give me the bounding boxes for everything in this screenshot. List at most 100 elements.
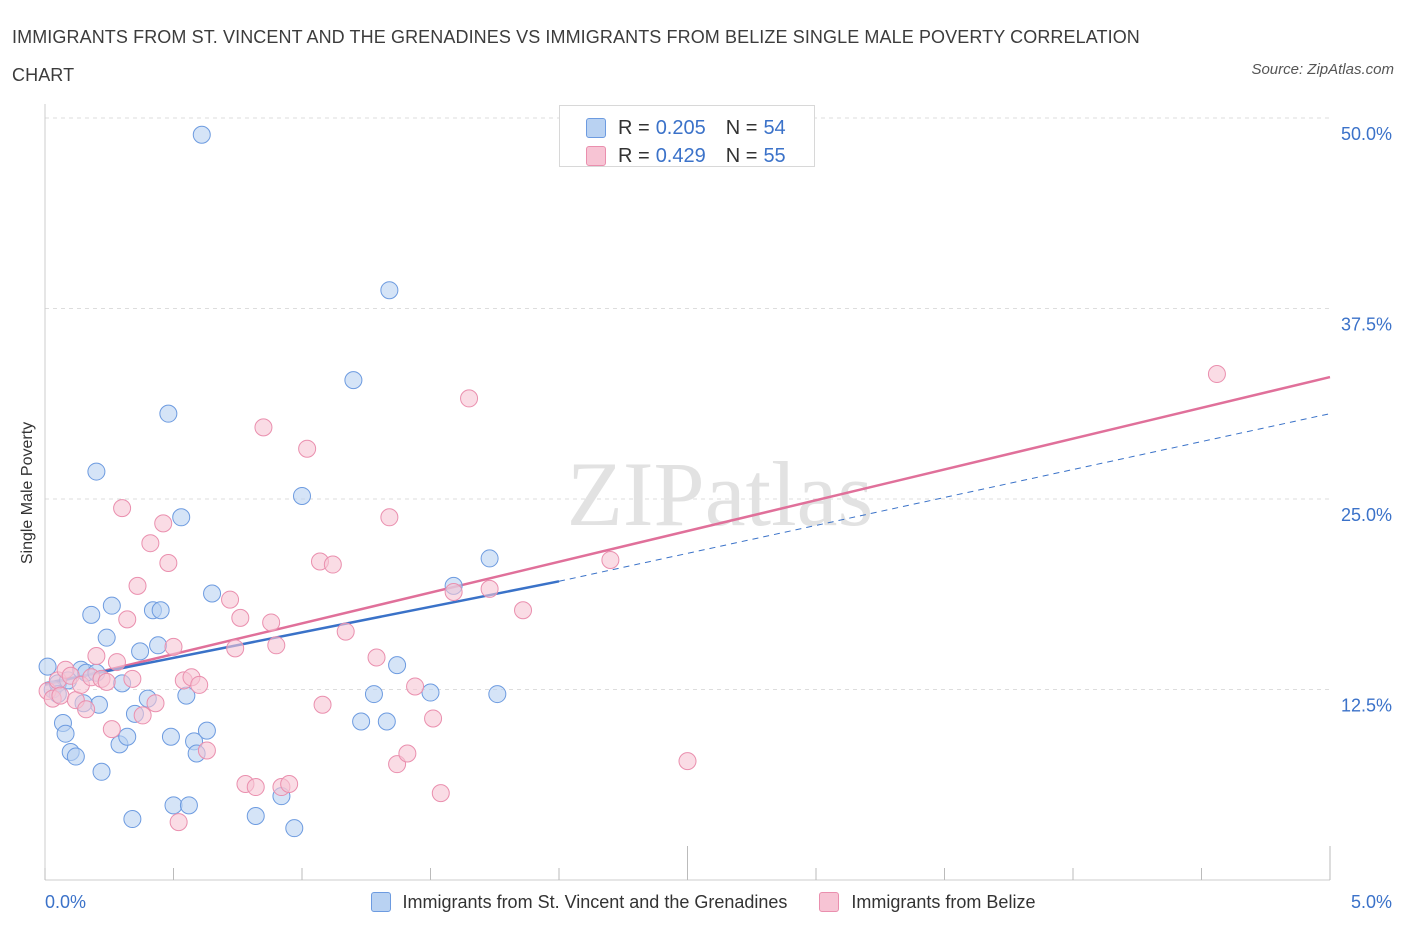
- data-point-pink: [221, 590, 240, 609]
- blue-swatch: [586, 118, 606, 138]
- data-point-pink: [164, 637, 183, 656]
- data-point-pink: [406, 677, 425, 696]
- data-point-blue: [131, 642, 150, 661]
- data-point-blue: [179, 796, 198, 815]
- data-point-blue: [159, 404, 178, 423]
- axes: [44, 104, 1331, 881]
- watermark: ZIPatlas: [567, 443, 874, 545]
- source-label: Source: ZipAtlas.com: [1251, 61, 1394, 78]
- n-value: 54: [763, 116, 786, 139]
- data-point-blue: [380, 281, 399, 300]
- data-point-pink: [51, 686, 70, 705]
- data-point-blue: [203, 584, 222, 603]
- data-point-blue: [421, 683, 440, 702]
- n-label: N =: [725, 116, 758, 139]
- data-point-blue: [197, 721, 216, 740]
- data-point-pink: [141, 534, 160, 553]
- data-point-blue: [164, 796, 183, 815]
- data-point-blue: [364, 685, 383, 704]
- x-tick-label: 0.0%: [45, 892, 86, 912]
- data-point-pink: [678, 752, 697, 771]
- y-tick-label: 50.0%: [1341, 124, 1392, 144]
- data-point-blue: [92, 762, 111, 781]
- data-point-pink: [97, 672, 116, 691]
- data-point-pink: [323, 555, 342, 574]
- data-point-blue: [151, 601, 170, 620]
- data-point-pink: [480, 579, 499, 598]
- data-point-pink: [398, 744, 417, 763]
- stats-row-blue: R = 0.205 N = 54: [586, 114, 786, 142]
- data-point-pink: [380, 508, 399, 527]
- legend-label: Immigrants from Belize: [851, 891, 1036, 912]
- data-point-blue: [388, 656, 407, 675]
- data-point-blue: [344, 371, 363, 390]
- data-point-blue: [66, 747, 85, 766]
- data-point-blue: [480, 549, 499, 568]
- data-point-blue: [38, 657, 57, 676]
- data-point-blue: [246, 806, 265, 825]
- pink-swatch: [586, 146, 606, 166]
- data-point-pink: [444, 582, 463, 601]
- trend-line-blue: [44, 580, 560, 685]
- data-point-pink: [118, 610, 137, 629]
- data-point-pink: [102, 720, 121, 739]
- chart-title: IMMIGRANTS FROM ST. VINCENT AND THE GREN…: [12, 27, 1140, 85]
- stats-legend: R = 0.205 N = 54 R = 0.429 N = 55: [559, 105, 815, 167]
- data-point-pink: [231, 608, 250, 627]
- trend-lines: [44, 375, 1331, 687]
- data-point-pink: [77, 700, 96, 719]
- data-point-pink: [123, 669, 142, 688]
- data-point-blue: [87, 462, 106, 481]
- data-point-blue: [118, 727, 137, 746]
- data-point-pink: [159, 554, 178, 573]
- legend-label: Immigrants from St. Vincent and the Gren…: [402, 891, 788, 912]
- data-point-blue: [97, 628, 116, 647]
- r-value: 0.205: [655, 116, 706, 139]
- data-point-blue: [161, 727, 180, 746]
- data-point-pink: [298, 439, 317, 458]
- trend-line-pink: [44, 375, 1331, 687]
- data-point-blue: [285, 819, 304, 838]
- data-point-pink: [146, 694, 165, 713]
- data-point-blue: [123, 810, 142, 829]
- x-tick-label: 5.0%: [1351, 892, 1392, 912]
- r-value: 0.429: [655, 144, 706, 167]
- n-value: 55: [763, 144, 786, 167]
- data-point-blue: [56, 724, 75, 743]
- pink-swatch: [819, 892, 840, 912]
- r-label: R =: [618, 144, 650, 167]
- data-point-blue: [102, 596, 121, 615]
- data-point-pink: [190, 675, 209, 694]
- data-point-pink: [133, 706, 152, 725]
- data-point-pink: [154, 514, 173, 533]
- series-legend: Immigrants from St. Vincent and the Gren…: [0, 888, 1406, 916]
- legend-item-pink[interactable]: Immigrants from Belize: [819, 892, 1035, 913]
- data-point-blue: [82, 605, 101, 624]
- data-point-pink: [226, 639, 245, 658]
- stats-row-pink: R = 0.429 N = 55: [586, 142, 786, 170]
- legend-item-blue[interactable]: Immigrants from St. Vincent and the Gren…: [370, 891, 788, 913]
- data-point-pink: [431, 784, 450, 803]
- data-point-blue: [192, 125, 211, 144]
- data-point-pink: [1207, 365, 1226, 384]
- tick-labels: 12.5% 25.0% 37.5% 50.0% 0.0% 5.0%: [45, 124, 1392, 912]
- data-point-pink: [424, 709, 443, 728]
- data-point-pink: [313, 695, 332, 714]
- data-point-pink: [254, 418, 273, 437]
- data-point-blue: [149, 636, 168, 655]
- data-point-pink: [169, 813, 188, 832]
- data-point-pink: [267, 636, 286, 655]
- data-point-blue: [352, 712, 371, 731]
- data-point-pink: [601, 550, 620, 569]
- data-point-pink: [262, 613, 281, 632]
- data-point-blue: [172, 508, 191, 527]
- points-series-pink: [38, 365, 1226, 832]
- data-point-pink: [87, 646, 106, 665]
- data-point-pink: [246, 778, 265, 797]
- y-tick-label: 37.5%: [1341, 315, 1392, 335]
- data-point-pink: [336, 622, 355, 641]
- data-point-pink: [113, 499, 132, 518]
- data-point-blue: [377, 712, 396, 731]
- r-label: R =: [618, 116, 650, 139]
